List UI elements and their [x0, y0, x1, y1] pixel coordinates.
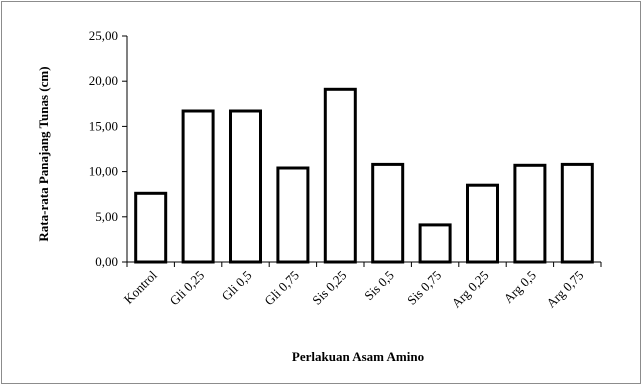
y-tick-label: 5,00: [95, 209, 118, 224]
y-tick-label: 20,00: [89, 73, 118, 88]
x-tick-label: Sis 0,5: [361, 268, 397, 304]
x-tick-label: Kontrol: [121, 267, 160, 306]
x-tick-label: Arg 0,25: [448, 268, 491, 311]
x-tick-label: Gli 0,75: [261, 268, 302, 309]
x-tick-label: Sis 0,75: [404, 268, 444, 308]
axes-layer: [122, 35, 602, 267]
bar-gli-0-25: [181, 109, 215, 264]
x-tick-label: Gli 0,25: [166, 268, 207, 309]
x-tick-label: Arg 0,75: [543, 268, 586, 311]
bar-gli-0-5: [229, 109, 262, 264]
bar-arg-0-5: [513, 163, 547, 264]
x-tick-label: Arg 0,5: [500, 268, 539, 307]
x-tick-label: Gli 0,5: [218, 268, 254, 304]
x-tick-label: Sis 0,25: [309, 268, 349, 308]
y-tick-label: 0,00: [95, 254, 118, 269]
y-tick-label: 15,00: [89, 118, 118, 133]
bars-layer: [134, 87, 594, 264]
y-tick-label: 25,00: [89, 28, 118, 43]
bar-gli-0-75: [276, 166, 310, 264]
y-tick-label: 10,00: [89, 164, 118, 179]
bar-sis-0-5: [371, 162, 405, 264]
bar-arg-0-75: [560, 162, 594, 264]
y-axis-title: Rata-rata Panajang Tunas (cm): [36, 66, 51, 241]
x-axis-title: Perlakuan Asam Amino: [292, 349, 424, 364]
bar-arg-0-25: [466, 183, 499, 264]
bar-kontrol: [134, 191, 168, 264]
bar-sis-0-25: [323, 87, 357, 264]
bar-sis-0-75: [418, 223, 452, 264]
